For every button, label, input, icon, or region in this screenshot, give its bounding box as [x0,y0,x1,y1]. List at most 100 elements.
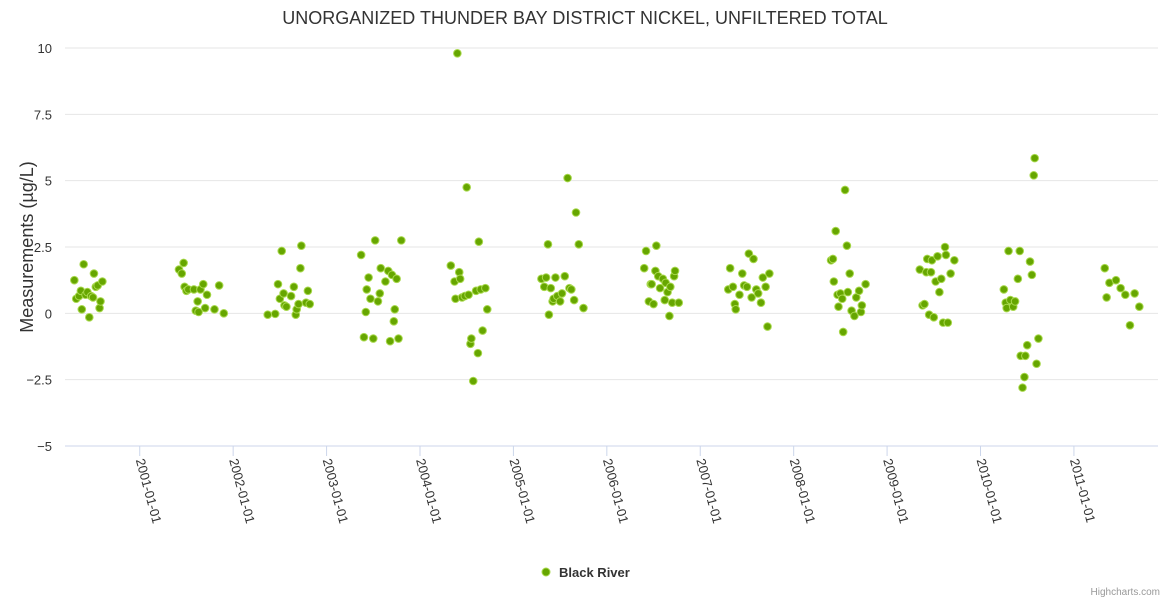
data-point[interactable] [850,311,859,321]
data-point[interactable] [560,271,570,281]
data-point[interactable] [1013,274,1023,284]
data-point[interactable] [831,226,841,236]
data-point[interactable] [660,295,670,305]
data-point[interactable] [294,299,303,309]
data-point[interactable] [356,250,366,260]
data-point[interactable] [77,305,87,314]
data-point[interactable] [282,302,291,312]
data-point[interactable] [202,290,212,300]
data-point[interactable] [1111,275,1121,285]
data-point[interactable] [70,275,79,285]
data-point[interactable] [837,294,847,304]
data-point[interactable] [567,285,576,294]
data-point[interactable] [482,305,492,314]
data-point[interactable] [1021,351,1030,361]
data-point[interactable] [270,309,280,319]
data-point[interactable] [467,334,476,343]
data-point[interactable] [198,279,208,289]
data-point[interactable] [1030,153,1039,163]
data-point[interactable] [289,282,299,292]
data-point[interactable] [1100,263,1110,273]
legend[interactable]: Black River [541,565,630,580]
data-point[interactable] [557,289,567,298]
data-point[interactable] [96,297,105,306]
data-point[interactable] [652,241,661,250]
data-point[interactable] [279,289,288,298]
data-point[interactable] [89,269,99,278]
data-point[interactable] [571,208,581,217]
data-point[interactable] [1116,283,1125,293]
data-point[interactable] [296,263,305,273]
data-point[interactable] [303,286,313,296]
data-point[interactable] [1020,372,1029,382]
data-point[interactable] [193,297,202,306]
data-point[interactable] [468,376,478,386]
data-point[interactable] [857,301,867,310]
data-point[interactable] [373,297,383,306]
data-point[interactable] [305,299,315,309]
data-point[interactable] [210,305,219,314]
data-point[interactable] [455,274,465,284]
data-point[interactable] [749,254,758,264]
data-point[interactable] [381,277,390,286]
data-point[interactable] [462,183,472,192]
data-point[interactable] [574,240,584,249]
data-point[interactable] [359,332,369,342]
data-point[interactable] [397,236,406,245]
data-point[interactable] [845,269,855,278]
data-point[interactable] [551,273,560,282]
data-point[interactable] [670,266,680,276]
data-point[interactable] [1135,302,1144,312]
data-point[interactable] [481,283,490,293]
data-point[interactable] [370,236,380,245]
data-point[interactable] [177,269,187,278]
data-point[interactable] [376,263,386,273]
credits[interactable]: Highcharts.com [1091,587,1160,598]
data-point[interactable] [763,322,772,331]
data-point[interactable] [579,303,588,313]
data-point[interactable] [179,258,188,268]
data-point[interactable] [1130,289,1139,298]
data-point[interactable] [940,242,950,252]
data-point[interactable] [361,307,371,317]
data-point[interactable] [834,302,843,312]
data-point[interactable] [546,283,556,293]
data-point[interactable] [544,310,554,319]
data-point[interactable] [79,259,88,269]
data-point[interactable] [929,313,939,322]
data-point[interactable] [655,283,665,293]
data-point[interactable] [219,309,229,318]
data-point[interactable] [541,273,551,282]
data-point[interactable] [1027,270,1037,280]
data-point[interactable] [1015,246,1025,256]
data-point[interactable] [674,298,684,308]
data-point[interactable] [861,279,870,289]
data-point[interactable] [840,185,850,195]
data-point[interactable] [761,282,770,292]
data-point[interactable] [926,267,936,277]
data-point[interactable] [941,250,951,260]
data-point[interactable] [639,263,649,273]
data-point[interactable] [194,307,203,317]
data-point[interactable] [569,295,579,305]
data-point[interactable] [747,293,756,302]
data-point[interactable] [362,285,372,294]
data-point[interactable] [935,287,944,297]
data-point[interactable] [385,336,395,346]
data-point[interactable] [84,313,94,322]
data-point[interactable] [263,310,273,319]
data-point[interactable] [756,298,766,308]
data-point[interactable] [649,299,658,309]
data-point[interactable] [375,289,385,298]
data-point[interactable] [364,273,373,282]
data-point[interactable] [297,241,306,250]
data-point[interactable] [920,299,929,309]
data-point[interactable] [946,269,955,278]
data-point[interactable] [368,334,378,343]
data-point[interactable] [543,240,553,249]
data-point[interactable] [389,316,399,326]
data-point[interactable] [366,294,375,304]
series-black-river-points[interactable] [70,49,1144,392]
data-point[interactable] [725,263,735,273]
data-point[interactable] [464,290,473,300]
